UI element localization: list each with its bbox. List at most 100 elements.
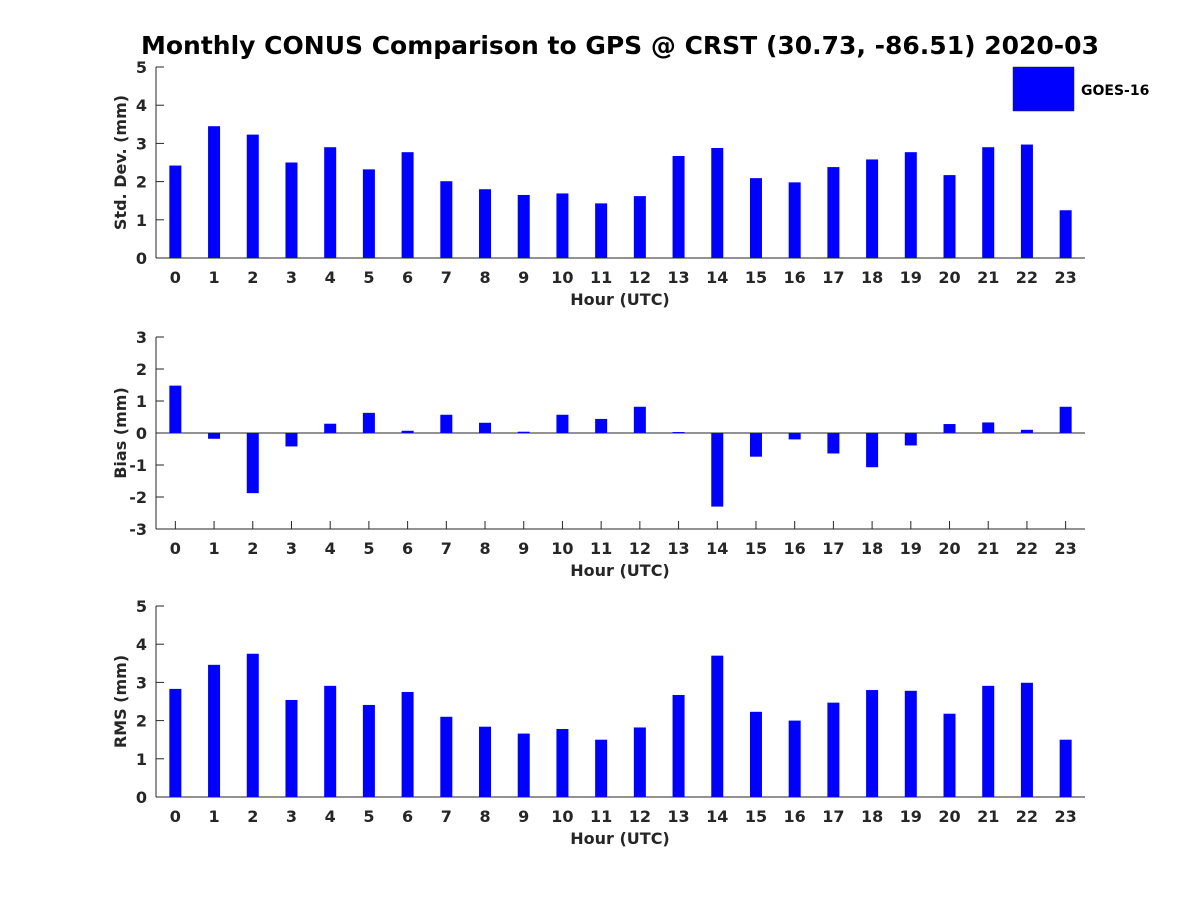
bar-bias-22 — [1020, 429, 1033, 433]
x-tick-label: 23 — [1055, 539, 1077, 558]
bar-rms-11 — [595, 739, 608, 797]
x-tick-label: 11 — [590, 268, 612, 287]
x-tick-label: 19 — [900, 268, 922, 287]
y-tick-label: 1 — [136, 392, 147, 411]
bar-std-dev-6 — [401, 152, 414, 258]
bar-bias-3 — [285, 433, 298, 447]
y-tick-label: 5 — [136, 597, 147, 616]
x-axis-label: Hour (UTC) — [570, 561, 670, 580]
x-tick-label: 21 — [977, 268, 999, 287]
bar-rms-6 — [401, 691, 414, 797]
x-axis-label: Hour (UTC) — [570, 290, 670, 309]
bar-bias-15 — [749, 433, 762, 457]
bar-rms-3 — [285, 699, 298, 797]
x-tick-label: 19 — [900, 807, 922, 826]
bar-rms-13 — [672, 695, 685, 797]
y-tick-label: 2 — [136, 712, 147, 731]
x-tick-label: 17 — [822, 268, 844, 287]
x-tick-label: 18 — [861, 807, 883, 826]
x-tick-label: 3 — [286, 807, 297, 826]
bar-rms-2 — [246, 653, 259, 797]
x-axis-label: Hour (UTC) — [570, 829, 670, 848]
y-tick-label: 5 — [136, 58, 147, 77]
x-tick-label: 16 — [784, 807, 806, 826]
bar-rms-16 — [788, 720, 801, 797]
bar-std-dev-21 — [982, 147, 995, 258]
bar-bias-17 — [827, 433, 840, 454]
bar-bias-10 — [556, 414, 569, 433]
x-tick-label: 15 — [745, 539, 767, 558]
x-tick-label: 13 — [667, 807, 689, 826]
x-tick-label: 3 — [286, 268, 297, 287]
bar-bias-19 — [904, 433, 917, 446]
bar-std-dev-1 — [208, 126, 221, 259]
bar-rms-9 — [517, 733, 530, 797]
bar-rms-14 — [711, 655, 724, 797]
bar-rms-5 — [362, 704, 375, 797]
bar-rms-22 — [1020, 682, 1033, 797]
x-tick-label: 19 — [900, 539, 922, 558]
x-tick-label: 21 — [977, 539, 999, 558]
y-tick-label: -3 — [129, 520, 147, 539]
bar-bias-8 — [479, 422, 492, 433]
x-tick-label: 5 — [363, 268, 374, 287]
legend-swatch — [1012, 66, 1075, 112]
x-tick-label: 4 — [325, 539, 336, 558]
bar-std-dev-8 — [479, 189, 492, 258]
bar-std-dev-10 — [556, 193, 569, 258]
x-tick-label: 13 — [667, 539, 689, 558]
bar-std-dev-12 — [633, 196, 646, 258]
x-tick-label: 14 — [706, 539, 728, 558]
x-tick-label: 18 — [861, 539, 883, 558]
x-tick-label: 0 — [170, 268, 181, 287]
bar-std-dev-23 — [1059, 210, 1072, 258]
bar-bias-13 — [672, 432, 685, 433]
bar-rms-10 — [556, 729, 569, 797]
legend-label: GOES-16 — [1081, 83, 1149, 99]
x-tick-label: 20 — [938, 807, 960, 826]
x-tick-label: 11 — [590, 807, 612, 826]
bar-rms-8 — [479, 726, 492, 797]
bar-rms-17 — [827, 702, 840, 797]
bar-std-dev-14 — [711, 147, 724, 258]
y-tick-label: -1 — [129, 456, 147, 475]
x-tick-label: 9 — [518, 268, 529, 287]
y-tick-label: 3 — [136, 328, 147, 347]
y-tick-label: 3 — [136, 673, 147, 692]
x-tick-label: 7 — [441, 539, 452, 558]
x-tick-label: 22 — [1016, 268, 1038, 287]
x-tick-label: 10 — [551, 807, 573, 826]
x-tick-label: 22 — [1016, 807, 1038, 826]
bar-std-dev-15 — [749, 178, 762, 258]
bar-std-dev-16 — [788, 182, 801, 258]
y-axis-label: Bias (mm) — [111, 387, 130, 479]
bar-bias-23 — [1059, 406, 1072, 433]
bar-bias-11 — [595, 418, 608, 433]
x-tick-label: 16 — [784, 539, 806, 558]
bar-std-dev-9 — [517, 194, 530, 258]
y-tick-label: 4 — [136, 635, 147, 654]
x-tick-label: 1 — [208, 539, 219, 558]
x-tick-label: 8 — [479, 268, 490, 287]
bar-bias-4 — [324, 423, 337, 433]
bar-bias-16 — [788, 433, 801, 440]
bar-std-dev-18 — [866, 159, 879, 258]
bar-bias-7 — [440, 414, 453, 433]
x-tick-label: 11 — [590, 539, 612, 558]
bar-rms-23 — [1059, 739, 1072, 797]
bar-bias-2 — [246, 433, 259, 494]
legend: GOES-16 — [1012, 66, 1149, 112]
bar-bias-0 — [169, 385, 182, 433]
bar-rms-12 — [633, 727, 646, 797]
x-tick-label: 6 — [402, 268, 413, 287]
bar-rms-7 — [440, 716, 453, 797]
bar-std-dev-20 — [943, 175, 956, 258]
bar-std-dev-4 — [324, 147, 337, 258]
x-tick-label: 0 — [170, 807, 181, 826]
y-tick-label: 1 — [136, 750, 147, 769]
x-tick-label: 22 — [1016, 539, 1038, 558]
x-tick-label: 4 — [325, 807, 336, 826]
